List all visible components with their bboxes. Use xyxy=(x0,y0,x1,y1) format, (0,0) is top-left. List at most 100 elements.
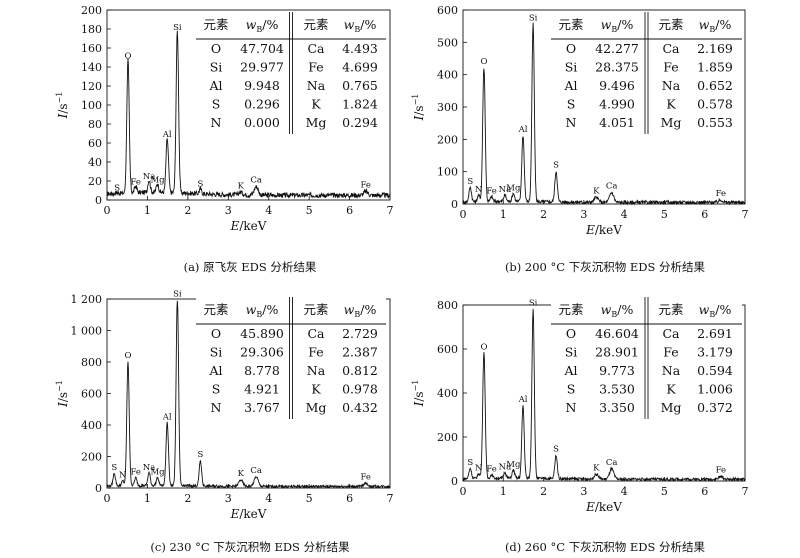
x-tick-label: 7 xyxy=(387,204,394,217)
peak-label: Fe xyxy=(361,180,371,190)
table-cell: 3.350 xyxy=(599,400,635,415)
table-cell: N xyxy=(566,400,577,415)
table-cell: Ca xyxy=(662,41,680,56)
x-axis-label: E/keV xyxy=(230,507,267,521)
table-header-cell: wB/% xyxy=(246,17,279,34)
table-cell: Si xyxy=(565,60,578,75)
y-tick-label: 800 xyxy=(437,299,458,312)
y-tick-label: 200 xyxy=(81,4,102,17)
table-cell: O xyxy=(211,41,221,56)
table-cell: 2.169 xyxy=(697,41,733,56)
y-tick-label: 0 xyxy=(451,475,458,488)
y-tick-label: 20 xyxy=(88,175,102,188)
y-tick-label: 1 000 xyxy=(71,325,103,338)
table-header-cell: 元素 xyxy=(658,17,683,32)
table-header-cell: wB/% xyxy=(344,302,377,319)
table-cell: Na xyxy=(307,363,326,378)
peak-label: Na xyxy=(143,463,156,473)
y-tick-label: 400 xyxy=(81,419,102,432)
peak-label: Fe xyxy=(486,465,496,475)
table-cell: 1.006 xyxy=(697,382,733,397)
y-tick-label: 100 xyxy=(81,99,102,112)
x-tick-label: 6 xyxy=(346,204,353,217)
table-cell: 2.691 xyxy=(697,326,733,341)
peak-label: Ca xyxy=(250,176,262,186)
y-tick-label: 120 xyxy=(81,80,102,93)
peak-label: Fe xyxy=(486,187,496,197)
table-cell: Na xyxy=(662,78,681,93)
x-tick-label: 4 xyxy=(621,485,628,498)
table-background xyxy=(551,297,742,419)
panel-caption: (a) 原飞灰 EDS 分析结果 xyxy=(184,260,317,274)
table-header-cell: 元素 xyxy=(203,17,228,32)
peak-label: Fe xyxy=(716,466,726,476)
spectrum-line xyxy=(462,22,746,206)
x-tick-label: 7 xyxy=(387,492,394,505)
table-header-cell: 元素 xyxy=(303,302,328,317)
peak-label: Si xyxy=(529,14,538,24)
table-cell: Mg xyxy=(661,400,682,415)
peak-label: Ca xyxy=(606,458,618,468)
y-tick-label: 200 xyxy=(437,133,458,146)
table-cell: 0.594 xyxy=(697,363,733,378)
table-cell: 0.812 xyxy=(342,363,378,378)
table-cell: 2.387 xyxy=(342,345,378,360)
table-cell: N xyxy=(566,115,577,130)
table-cell: 3.179 xyxy=(697,345,733,360)
peak-label: Mg xyxy=(150,468,165,478)
table-cell: 1.859 xyxy=(697,60,733,75)
y-tick-label: 40 xyxy=(88,156,102,169)
table-cell: Al xyxy=(563,78,577,93)
chart-panel-b: 0 1 2 3 4 5 6 70100200300400500600E/keVI/s−1SNO… xyxy=(411,4,749,274)
table-cell: 46.604 xyxy=(595,326,639,341)
table-cell: 9.948 xyxy=(244,78,280,93)
peak-label: Si xyxy=(173,23,182,33)
x-axis-label: E/keV xyxy=(230,219,267,233)
peak-label: Al xyxy=(518,395,528,405)
peak-label: Al xyxy=(162,412,172,422)
table-cell: Na xyxy=(307,78,326,93)
table-cell: K xyxy=(666,382,676,397)
table-cell: K xyxy=(311,382,321,397)
table-cell: S xyxy=(567,382,576,397)
peak-label: Mg xyxy=(150,176,165,186)
table-header-cell: wB/% xyxy=(344,17,377,34)
peak-label: N xyxy=(475,185,483,195)
peak-label: K xyxy=(238,469,245,479)
y-tick-label: 200 xyxy=(437,431,458,444)
y-tick-label: 180 xyxy=(81,23,102,36)
table-cell: 0.296 xyxy=(244,97,280,112)
composition-table: 元素 wB/% 元素 wB/% O 47.704 Ca 4.493 Si 29.977 Fe 4.69… xyxy=(196,12,386,134)
peak-label: Na xyxy=(143,172,156,182)
table-header-cell: wB/% xyxy=(601,302,634,319)
x-tick-label: 4 xyxy=(621,208,628,221)
x-axis-label: E/keV xyxy=(585,223,622,237)
x-tick-label: 7 xyxy=(742,208,749,221)
peak-label: Mg xyxy=(506,183,521,193)
table-cell: Na xyxy=(662,363,681,378)
table-cell: O xyxy=(211,326,221,341)
x-tick-label: 1 xyxy=(144,204,151,217)
table-header-cell: 元素 xyxy=(303,17,328,32)
table-cell: 0.578 xyxy=(697,97,733,112)
table-cell: Mg xyxy=(661,115,682,130)
peak-label: S xyxy=(197,450,203,460)
table-cell: K xyxy=(311,97,321,112)
y-tick-label: 0 xyxy=(451,198,458,211)
x-tick-label: 0 xyxy=(104,204,111,217)
table-cell: Fe xyxy=(308,60,323,75)
peak-label: S xyxy=(111,463,117,473)
panel-caption: (d) 260 °C 下灰沉积物 EDS 分析结果 xyxy=(505,540,706,554)
y-tick-label: 500 xyxy=(437,36,458,49)
y-tick-label: 600 xyxy=(437,343,458,356)
table-cell: 0.432 xyxy=(342,400,378,415)
peak-label: Fe xyxy=(130,178,140,188)
y-tick-label: 60 xyxy=(88,137,102,150)
y-tick-label: 300 xyxy=(437,101,458,114)
table-cell: Fe xyxy=(308,345,323,360)
x-tick-label: 0 xyxy=(460,485,467,498)
x-tick-label: 2 xyxy=(184,492,191,505)
table-cell: Si xyxy=(210,60,223,75)
table-cell: Ca xyxy=(307,326,325,341)
y-tick-label: 0 xyxy=(95,482,102,495)
